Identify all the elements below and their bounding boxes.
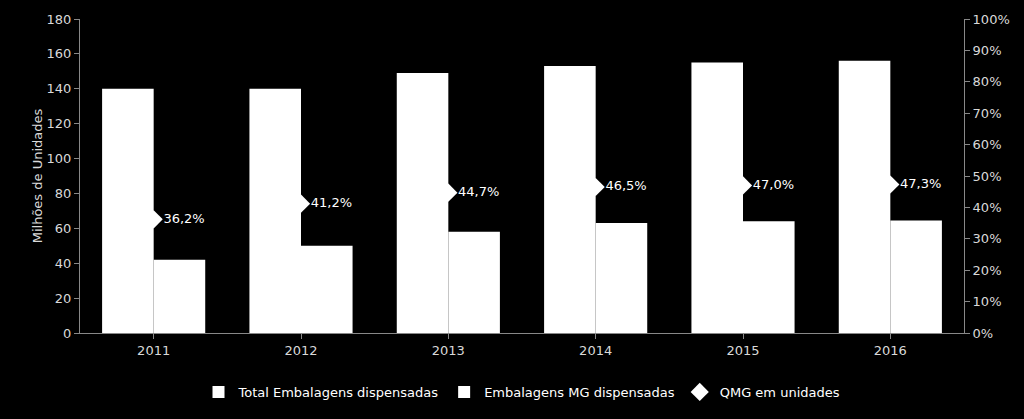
svg-text:44,7%: 44,7%: [458, 184, 499, 199]
svg-text:60: 60: [55, 221, 72, 236]
svg-text:80%: 80%: [973, 74, 1002, 89]
svg-text:2013: 2013: [432, 343, 465, 358]
svg-text:2012: 2012: [284, 343, 317, 358]
svg-text:140: 140: [47, 81, 72, 96]
svg-text:40: 40: [55, 256, 72, 271]
svg-text:Embalagens MG dispensadas: Embalagens MG dispensadas: [484, 385, 675, 400]
svg-text:120: 120: [47, 116, 72, 131]
svg-text:Total Embalagens dispensadas: Total Embalagens dispensadas: [238, 385, 439, 400]
svg-text:100%: 100%: [973, 12, 1010, 27]
svg-text:30%: 30%: [973, 231, 1002, 246]
svg-text:QMG em unidades: QMG em unidades: [720, 385, 840, 400]
svg-text:41,2%: 41,2%: [311, 195, 352, 210]
svg-text:80: 80: [55, 186, 72, 201]
svg-text:160: 160: [47, 46, 72, 61]
svg-text:2015: 2015: [726, 343, 759, 358]
svg-text:40%: 40%: [973, 200, 1002, 215]
svg-text:20%: 20%: [973, 263, 1002, 278]
svg-text:47,3%: 47,3%: [900, 176, 941, 191]
svg-text:2014: 2014: [579, 343, 612, 358]
svg-text:70%: 70%: [973, 106, 1002, 121]
svg-text:2011: 2011: [137, 343, 170, 358]
svg-text:36,2%: 36,2%: [163, 211, 204, 226]
svg-text:2016: 2016: [874, 343, 907, 358]
svg-text:60%: 60%: [973, 137, 1002, 152]
svg-text:50%: 50%: [973, 169, 1002, 184]
svg-text:0: 0: [63, 326, 71, 341]
svg-text:90%: 90%: [973, 43, 1002, 58]
svg-text:20: 20: [55, 291, 72, 306]
svg-text:Milhões de Unidades: Milhões de Unidades: [30, 109, 45, 244]
svg-text:47,0%: 47,0%: [753, 177, 794, 192]
svg-text:10%: 10%: [973, 294, 1002, 309]
svg-text:46,5%: 46,5%: [605, 178, 646, 193]
svg-text:100: 100: [47, 151, 72, 166]
svg-text:180: 180: [47, 12, 72, 27]
svg-text:0%: 0%: [973, 326, 994, 341]
